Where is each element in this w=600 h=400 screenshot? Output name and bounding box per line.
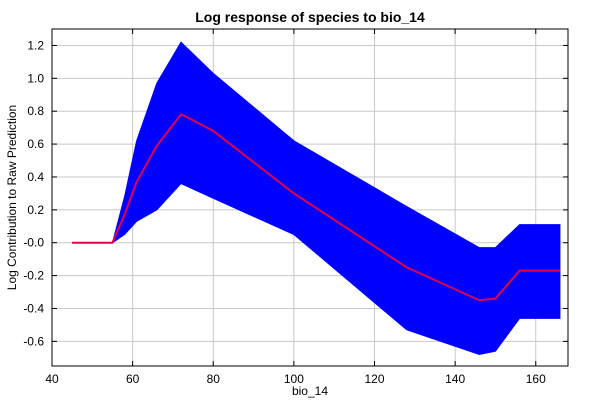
tick-layer: 40 60 80 100 120 140 160 -0.6 -0.4 -0.2 -0.0 0.2 0.4… bbox=[23, 29, 568, 386]
y-tick-label: -0.4 bbox=[23, 301, 44, 315]
x-tick-label: 60 bbox=[126, 372, 140, 386]
response-line bbox=[72, 113, 560, 302]
y-axis-title: Log Contribution to Raw Prediction bbox=[5, 105, 19, 290]
y-tick-label: 0.6 bbox=[27, 137, 44, 151]
plot-frame bbox=[51, 28, 569, 367]
x-tick-label: 100 bbox=[284, 372, 304, 386]
y-tick-label: 1.0 bbox=[27, 71, 44, 85]
x-axis-title: bio_14 bbox=[292, 384, 328, 398]
chart-title: Log response of species to bio_14 bbox=[195, 9, 425, 25]
line-layer bbox=[72, 113, 560, 302]
y-tick-label: -0.0 bbox=[23, 236, 44, 250]
y-tick-label: -0.2 bbox=[23, 269, 44, 283]
y-tick-label: -0.6 bbox=[23, 334, 44, 348]
x-tick-label: 80 bbox=[207, 372, 221, 386]
x-tick-label: 140 bbox=[445, 372, 465, 386]
x-tick-label: 160 bbox=[526, 372, 546, 386]
y-tick-label: 0.2 bbox=[27, 203, 44, 217]
y-tick-label: 0.8 bbox=[27, 104, 44, 118]
x-tick-label: 40 bbox=[45, 372, 59, 386]
x-tick-label: 120 bbox=[364, 372, 384, 386]
y-tick-label: 1.2 bbox=[27, 38, 44, 52]
y-tick-label: 0.4 bbox=[27, 170, 44, 184]
